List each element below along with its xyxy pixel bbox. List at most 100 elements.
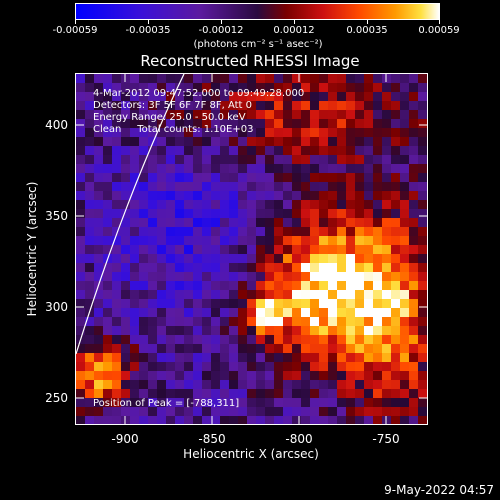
image-pixel [292, 299, 301, 308]
image-pixel [103, 101, 112, 110]
image-pixel [76, 254, 85, 263]
image-pixel [130, 227, 139, 236]
image-pixel [274, 281, 283, 290]
image-pixel [382, 182, 391, 191]
image-pixel [373, 353, 382, 362]
image-pixel [256, 335, 265, 344]
image-pixel [229, 218, 238, 227]
image-pixel [229, 110, 238, 119]
image-pixel [112, 173, 121, 182]
image-pixel [346, 317, 355, 326]
image-pixel [409, 362, 418, 371]
image-pixel [382, 272, 391, 281]
image-pixel [346, 407, 355, 416]
image-pixel [400, 227, 409, 236]
image-pixel [157, 218, 166, 227]
image-pixel [409, 83, 418, 92]
image-pixel [292, 353, 301, 362]
colorbar-tick-label: 0.00012 [273, 25, 315, 36]
image-pixel [211, 398, 220, 407]
image-pixel [211, 281, 220, 290]
image-pixel [76, 263, 85, 272]
image-pixel [157, 317, 166, 326]
footer-date: 9-May-2022 04:57 [384, 483, 494, 497]
image-pixel [418, 308, 427, 317]
image-pixel [310, 362, 319, 371]
image-pixel [103, 353, 112, 362]
image-pixel [94, 236, 103, 245]
image-pixel [103, 281, 112, 290]
image-pixel [382, 281, 391, 290]
image-pixel [319, 362, 328, 371]
image-pixel [121, 380, 130, 389]
image-pixel [202, 227, 211, 236]
image-pixel [238, 317, 247, 326]
image-pixel [157, 308, 166, 317]
image-pixel [130, 254, 139, 263]
image-pixel [202, 344, 211, 353]
image-pixel [400, 398, 409, 407]
image-pixel [256, 200, 265, 209]
image-pixel [238, 191, 247, 200]
image-pixel [319, 353, 328, 362]
image-pixel [157, 74, 166, 83]
image-pixel [274, 128, 283, 137]
image-pixel [265, 353, 274, 362]
image-pixel [310, 128, 319, 137]
image-pixel [247, 389, 256, 398]
image-pixel [103, 137, 112, 146]
image-pixel [112, 380, 121, 389]
image-pixel [292, 119, 301, 128]
image-pixel [409, 398, 418, 407]
image-pixel [148, 164, 157, 173]
image-pixel [130, 101, 139, 110]
image-pixel [328, 101, 337, 110]
image-pixel [112, 407, 121, 416]
image-pixel [265, 119, 274, 128]
image-pixel [175, 290, 184, 299]
colorbar-tick-label: 0.00059 [418, 25, 460, 36]
image-pixel [193, 83, 202, 92]
image-pixel [310, 146, 319, 155]
image-pixel [229, 407, 238, 416]
image-pixel [157, 173, 166, 182]
image-pixel [130, 272, 139, 281]
image-pixel [247, 245, 256, 254]
energy-range-annotation: Energy Range: 25.0 - 50.0 keV [93, 112, 246, 123]
image-pixel [346, 146, 355, 155]
image-pixel [319, 146, 328, 155]
image-pixel [292, 326, 301, 335]
image-pixel [391, 317, 400, 326]
image-pixel [139, 299, 148, 308]
image-pixel [220, 200, 229, 209]
image-pixel [409, 218, 418, 227]
image-pixel [355, 218, 364, 227]
image-pixel [382, 137, 391, 146]
image-pixel [265, 92, 274, 101]
image-pixel [373, 128, 382, 137]
image-pixel [202, 371, 211, 380]
image-pixel [409, 227, 418, 236]
image-pixel [301, 83, 310, 92]
image-pixel [202, 182, 211, 191]
image-pixel [409, 101, 418, 110]
image-pixel [247, 182, 256, 191]
image-pixel [166, 263, 175, 272]
image-pixel [310, 335, 319, 344]
image-pixel [256, 407, 265, 416]
image-pixel [355, 299, 364, 308]
image-pixel [400, 290, 409, 299]
image-pixel [94, 326, 103, 335]
image-pixel [292, 335, 301, 344]
image-pixel [355, 407, 364, 416]
image-pixel [238, 371, 247, 380]
image-pixel [337, 416, 346, 424]
image-pixel [85, 74, 94, 83]
image-pixel [139, 326, 148, 335]
image-pixel [85, 254, 94, 263]
image-pixel [265, 209, 274, 218]
image-pixel [76, 326, 85, 335]
image-pixel [85, 173, 94, 182]
image-pixel [94, 128, 103, 137]
image-pixel [283, 137, 292, 146]
